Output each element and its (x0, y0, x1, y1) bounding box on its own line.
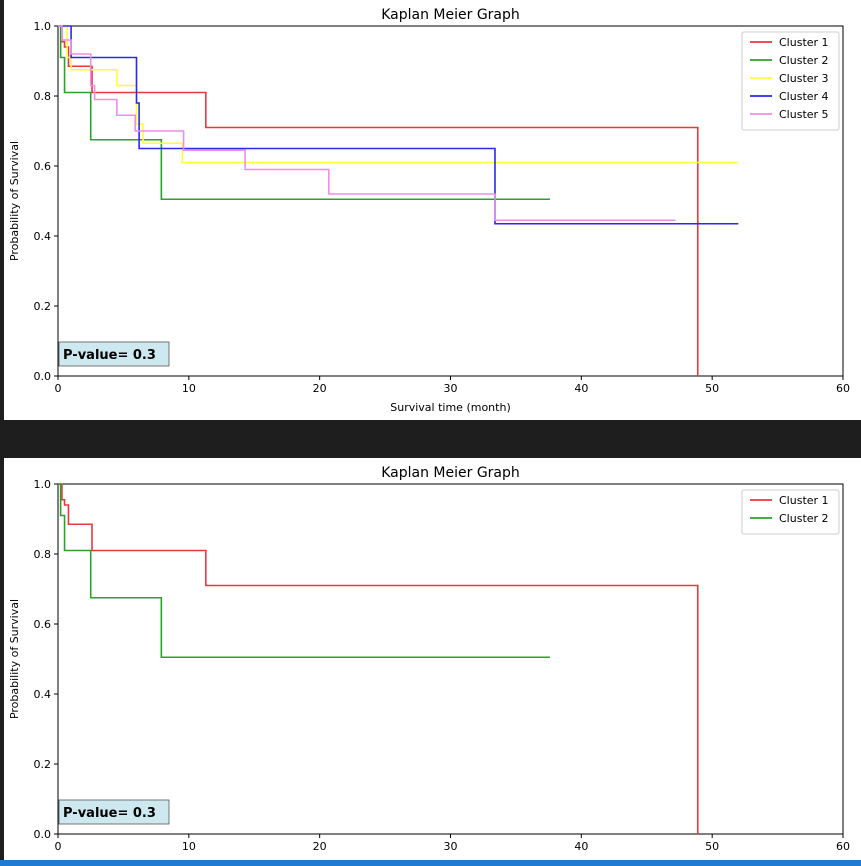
x-tick-label: 40 (574, 382, 588, 395)
x-tick-label: 50 (705, 840, 719, 853)
bottom-status-bar (0, 860, 861, 866)
x-axis-label: Survival time (month) (390, 859, 510, 860)
y-tick-label: 1.0 (34, 20, 52, 33)
x-tick-label: 30 (444, 840, 458, 853)
plot-frame (57, 483, 844, 835)
x-tick-label: 60 (836, 382, 850, 395)
legend-label: Cluster 4 (779, 90, 829, 103)
km-chart-top: Kaplan Meier Graph 0 10 20 30 40 50 60 0.0 0.2 0.4… (8, 7, 850, 414)
series-line-cluster-1 (58, 25, 699, 376)
chart-title: Kaplan Meier Graph (381, 7, 520, 23)
pvalue-label: P-value= 0.3 (63, 806, 156, 821)
legend-label: Cluster 2 (779, 512, 829, 525)
km-chart-panel-top: Kaplan Meier Graph 0 10 20 30 40 50 60 0.0 0.2 0.4… (4, 0, 861, 420)
pvalue-label: P-value= 0.3 (63, 348, 156, 363)
y-axis-label: Probability of Survival (8, 599, 21, 719)
series-line-cluster-2 (58, 25, 550, 201)
x-tick-label: 40 (574, 840, 588, 853)
y-tick-label: 0.6 (34, 618, 52, 631)
x-tick-label: 30 (444, 382, 458, 395)
series-line-cluster-1 (58, 483, 699, 834)
legend-label: Cluster 2 (779, 54, 829, 67)
y-tick-label: 0.8 (34, 90, 52, 103)
y-tick-label: 0.2 (34, 758, 52, 771)
series-line-cluster-2 (58, 483, 550, 659)
y-axis-label: Probability of Survival (8, 141, 21, 261)
y-tick-label: 0.6 (34, 160, 52, 173)
km-chart-panel-bottom: Kaplan Meier Graph 0 10 20 30 40 50 60 0.0 0.2 0.4… (4, 458, 861, 860)
x-tick-label: 20 (313, 840, 327, 853)
chart-title: Kaplan Meier Graph (381, 465, 520, 481)
series-line-cluster-5 (58, 25, 676, 222)
legend-label: Cluster 1 (779, 494, 829, 507)
pvalue-box (58, 799, 170, 825)
x-tick-label: 50 (705, 382, 719, 395)
x-tick-label: 20 (313, 382, 327, 395)
y-tick-label: 0.2 (34, 300, 52, 313)
x-tick-label: 10 (182, 840, 196, 853)
km-chart-bottom: Kaplan Meier Graph 0 10 20 30 40 50 60 0.0 0.2 0.4… (8, 465, 850, 860)
legend-label: Cluster 3 (779, 72, 829, 85)
y-tick-label: 0.4 (34, 230, 52, 243)
x-tick-label: 10 (182, 382, 196, 395)
x-tick-label: 0 (55, 840, 62, 853)
y-tick-label: 0.4 (34, 688, 52, 701)
pvalue-box (58, 341, 170, 367)
legend-box (741, 489, 840, 535)
x-tick-label: 0 (55, 382, 62, 395)
y-tick-label: 0.8 (34, 548, 52, 561)
legend-label: Cluster 5 (779, 108, 829, 121)
legend-box (741, 31, 840, 131)
y-tick-label: 1.0 (34, 478, 52, 491)
legend-label: Cluster 1 (779, 36, 829, 49)
series-line-cluster-3 (58, 25, 739, 164)
y-tick-label: 0.0 (34, 828, 52, 841)
x-axis-label: Survival time (month) (390, 401, 510, 414)
y-tick-label: 0.0 (34, 370, 52, 383)
plot-frame (57, 25, 844, 377)
x-tick-label: 60 (836, 840, 850, 853)
